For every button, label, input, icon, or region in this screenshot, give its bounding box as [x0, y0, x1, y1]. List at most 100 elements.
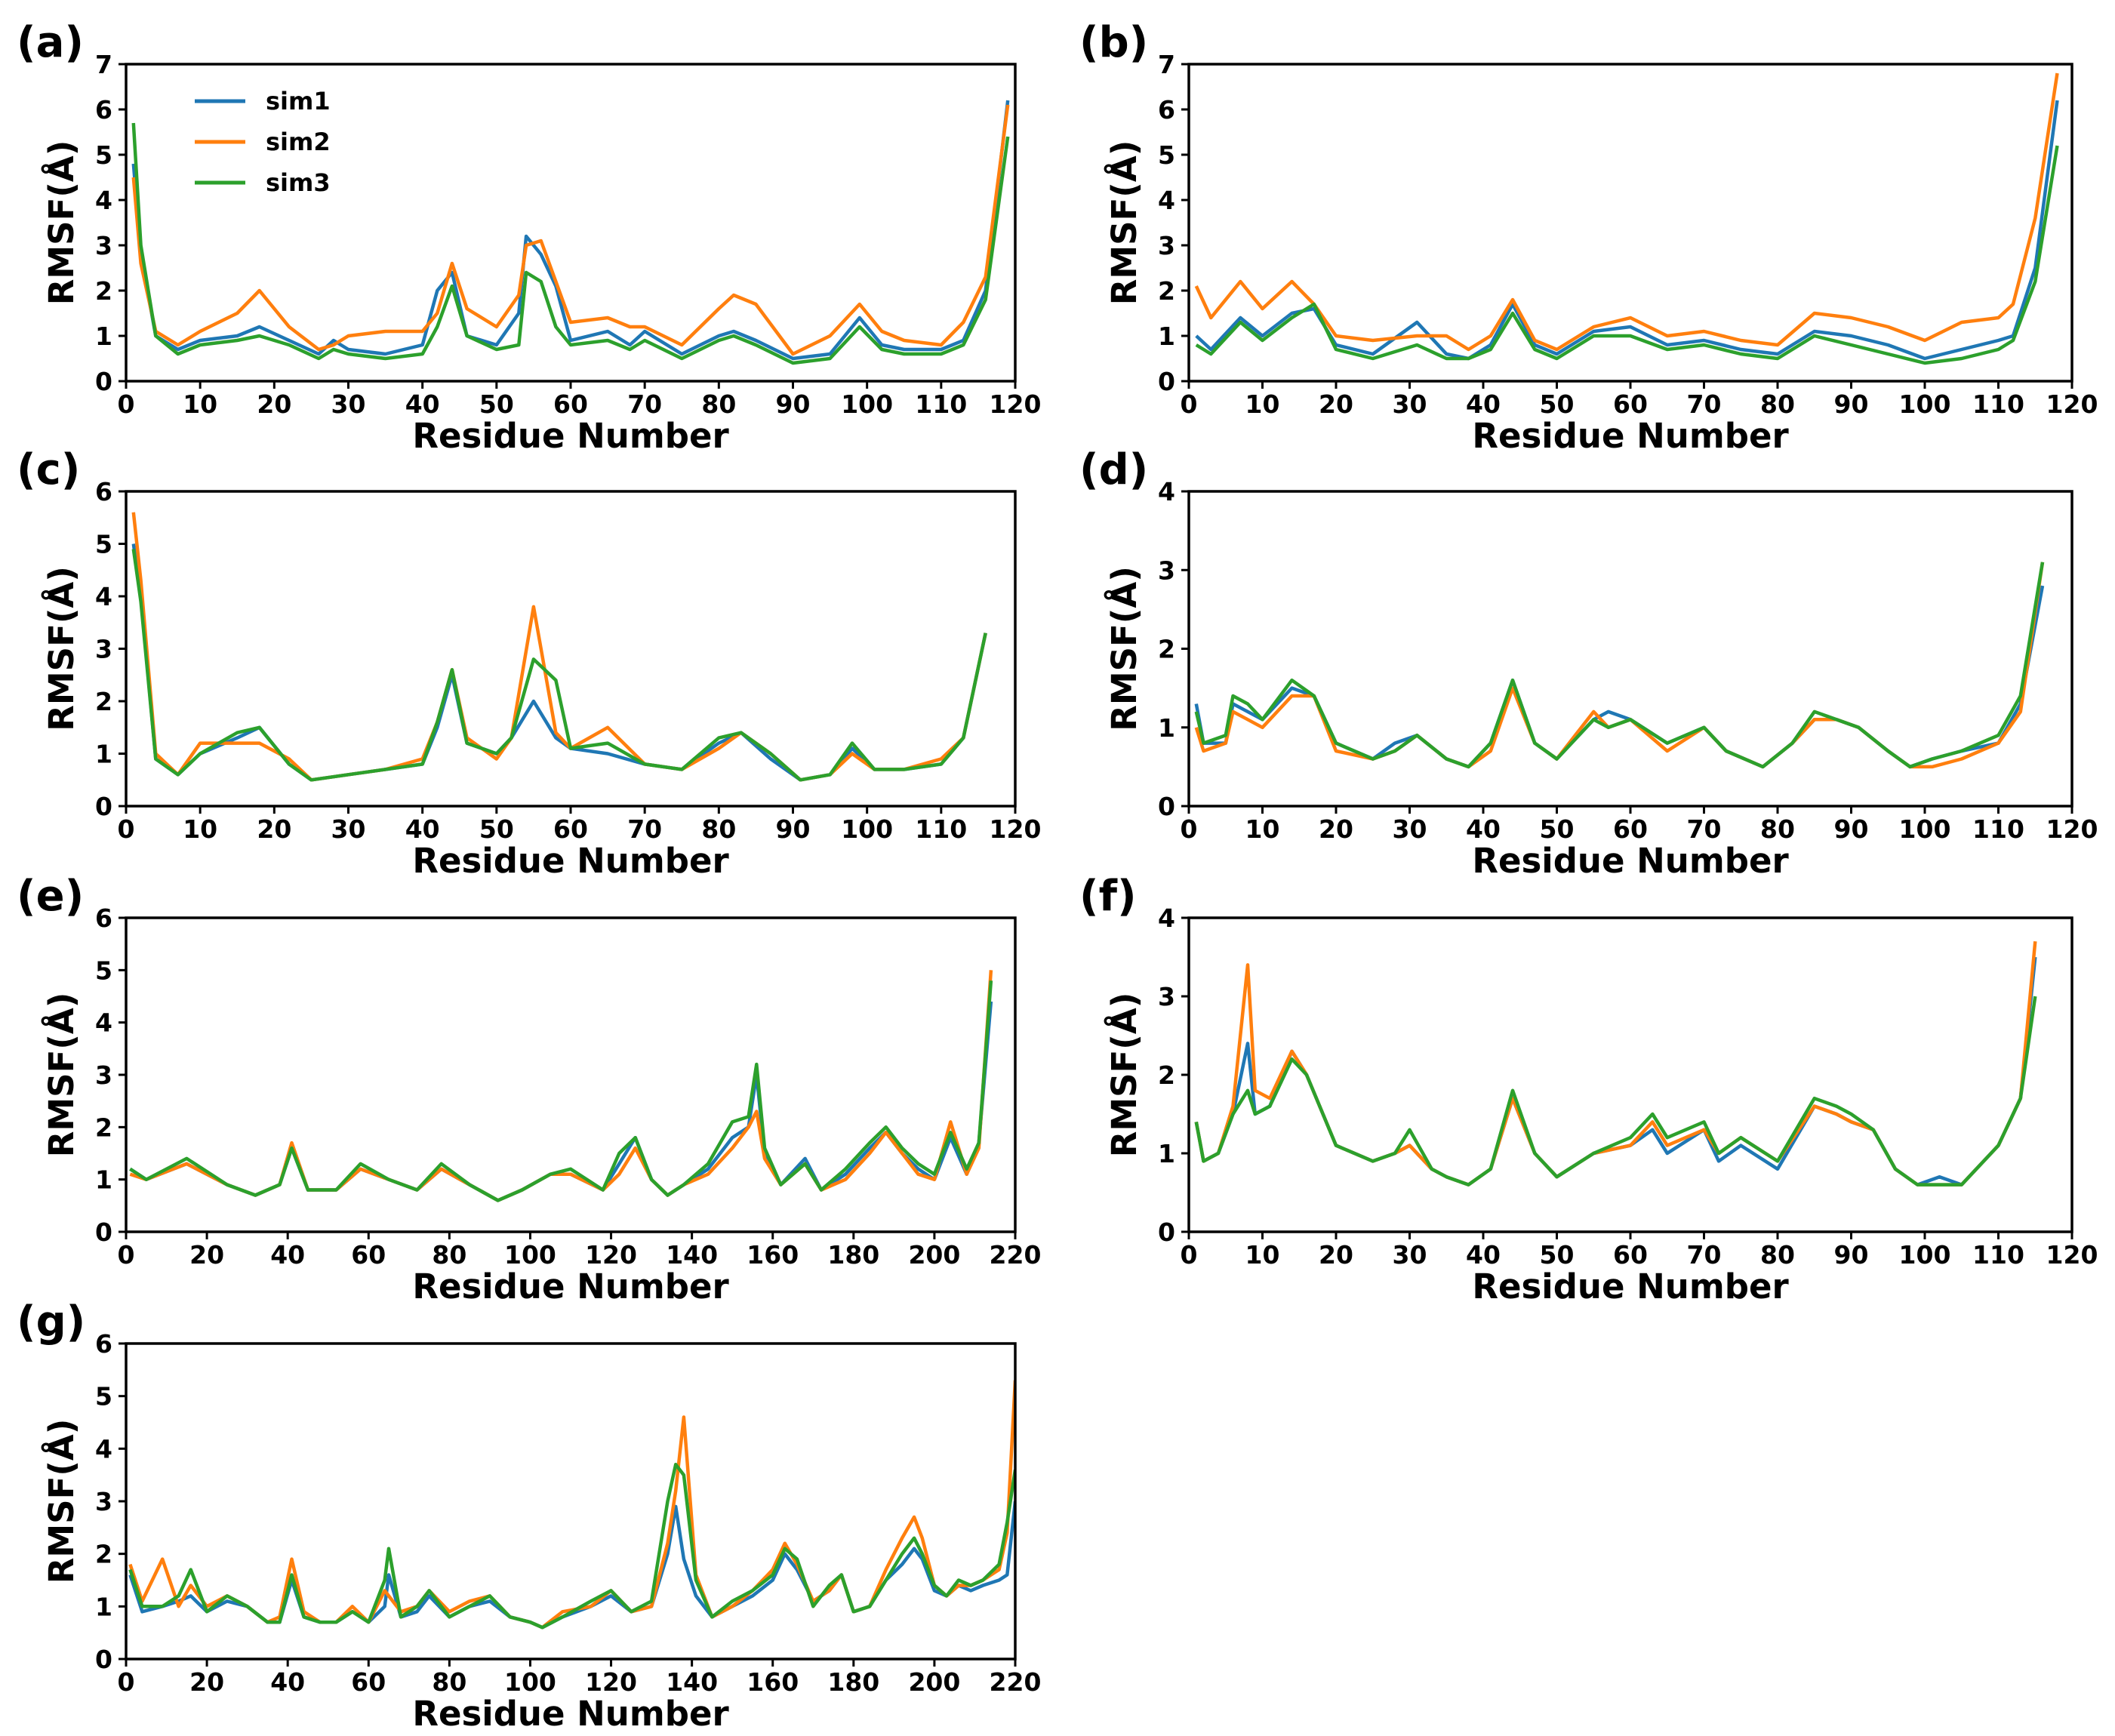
y-axis-title: RMSF(Å) — [42, 566, 82, 731]
plot-frame — [125, 916, 1017, 1233]
y-axis-title: RMSF(Å) — [1104, 140, 1144, 306]
series-line-sim3 — [1194, 996, 2037, 1187]
y-tick-label: 0 — [1158, 792, 1175, 821]
y-tick-label: 0 — [1158, 367, 1175, 396]
x-tick-label: 110 — [915, 389, 967, 419]
x-tick-label: 20 — [1319, 814, 1353, 844]
y-tick-label: 5 — [1158, 140, 1175, 170]
plot-frame — [125, 490, 1017, 808]
x-tick-label: 160 — [747, 1667, 799, 1697]
y-tick-label: 0 — [95, 367, 112, 396]
x-axis-title: Residue Number — [412, 416, 729, 456]
y-tick-label: 3 — [1158, 982, 1175, 1011]
y-axis-title: RMSF(Å) — [42, 140, 82, 306]
y-tick-label: 5 — [95, 140, 112, 170]
x-tick-label: 200 — [908, 1667, 960, 1697]
x-tick-label: 160 — [747, 1240, 799, 1270]
y-tick-label: 1 — [95, 1592, 112, 1621]
x-tick-label: 60 — [1613, 389, 1648, 419]
y-tick-label: 6 — [95, 477, 112, 506]
x-tick-label: 20 — [257, 814, 291, 844]
series-line-sim2 — [131, 104, 1010, 356]
x-tick-label: 60 — [1613, 814, 1648, 844]
x-tick-label: 0 — [1181, 389, 1198, 419]
x-tick-label: 80 — [1760, 389, 1795, 419]
series-line-sim3 — [1194, 562, 2045, 769]
y-tick-label: 1 — [1158, 322, 1175, 351]
x-axis-title: Residue Number — [1472, 416, 1789, 456]
x-tick-label: 10 — [183, 814, 217, 844]
x-tick-label: 70 — [1687, 1240, 1722, 1270]
panel-g: (g) 0 20 40 60 80 100 120 140 160 180 200 220 0 1 2 3 4 5 6… — [17, 1297, 1041, 1734]
y-tick-label: 2 — [1158, 635, 1175, 664]
x-axis-title: Residue Number — [412, 841, 729, 881]
x-tick-label: 80 — [432, 1240, 466, 1270]
x-tick-label: 40 — [270, 1240, 305, 1270]
x-tick-label: 10 — [1245, 389, 1280, 419]
x-axis-title: Residue Number — [1472, 1267, 1789, 1307]
x-tick-label: 90 — [776, 389, 811, 419]
y-tick-label: 3 — [1158, 231, 1175, 260]
panel-label: (b) — [1079, 18, 1148, 67]
x-tick-label: 120 — [585, 1240, 637, 1270]
x-tick-label: 220 — [990, 1240, 1042, 1270]
x-tick-label: 70 — [1687, 814, 1722, 844]
x-tick-label: 110 — [1972, 389, 2024, 419]
x-tick-label: 40 — [405, 814, 440, 844]
x-axis-title: Residue Number — [1472, 841, 1789, 881]
x-tick-label: 30 — [1393, 389, 1427, 419]
x-tick-label: 0 — [1181, 814, 1198, 844]
y-tick-label: 1 — [1158, 1139, 1175, 1168]
series-line-sim3 — [128, 1462, 1015, 1630]
x-tick-label: 100 — [504, 1667, 556, 1697]
y-tick-label: 4 — [95, 1434, 112, 1464]
x-tick-label: 180 — [827, 1667, 879, 1697]
legend-label-sim2: sim2 — [266, 128, 331, 156]
x-tick-label: 50 — [479, 814, 514, 844]
y-tick-label: 2 — [95, 687, 112, 716]
x-tick-label: 120 — [2046, 389, 2098, 419]
panel-label: (d) — [1079, 445, 1148, 494]
y-tick-label: 0 — [95, 792, 112, 821]
legend-label-sim3: sim3 — [266, 168, 331, 197]
legend-label-sim1: sim1 — [266, 87, 331, 115]
y-tick-label: 1 — [95, 322, 112, 351]
y-tick-label: 2 — [1158, 276, 1175, 306]
x-tick-label: 50 — [1540, 814, 1575, 844]
x-tick-label: 180 — [827, 1240, 879, 1270]
x-tick-label: 10 — [183, 389, 217, 419]
x-tick-label: 0 — [118, 1240, 135, 1270]
series-line-sim3 — [1195, 145, 2059, 365]
y-tick-label: 0 — [95, 1217, 112, 1247]
plot-frame — [125, 1342, 1017, 1661]
x-tick-label: 120 — [990, 389, 1042, 419]
x-tick-label: 80 — [701, 389, 736, 419]
x-axis-title: Residue Number — [412, 1267, 729, 1307]
y-tick-label: 2 — [95, 1113, 112, 1142]
x-tick-label: 0 — [118, 389, 135, 419]
y-tick-label: 0 — [95, 1645, 112, 1674]
series-line-sim2 — [1194, 72, 2059, 352]
y-tick-label: 4 — [1158, 903, 1175, 933]
series-line-sim1 — [131, 100, 1010, 361]
x-tick-label: 80 — [701, 814, 736, 844]
series-line-sim1 — [1195, 100, 2059, 361]
x-tick-label: 140 — [666, 1667, 718, 1697]
series-line-sim2 — [1194, 940, 2037, 1187]
panel-b: (b) 0 10 20 30 40 50 60 70 80 90 100 110 120 0 1 2 3 4 5 6 7 R… — [1079, 18, 2098, 456]
y-tick-label: 3 — [95, 1487, 112, 1516]
x-tick-label: 60 — [351, 1240, 386, 1270]
x-tick-label: 10 — [1245, 814, 1280, 844]
y-tick-label: 5 — [95, 956, 112, 985]
y-tick-label: 4 — [1158, 186, 1175, 215]
panel-label: (a) — [17, 18, 84, 67]
x-tick-label: 30 — [1393, 1240, 1427, 1270]
x-tick-label: 20 — [189, 1667, 224, 1697]
plot-frame — [125, 63, 1017, 383]
y-tick-label: 4 — [1158, 477, 1175, 506]
x-tick-label: 40 — [1466, 1240, 1501, 1270]
x-tick-label: 70 — [627, 814, 662, 844]
x-tick-label: 50 — [479, 389, 514, 419]
panel-a: (a) 0 10 20 30 40 50 60 70 80 90 100 110 120 0 1 2 3 4 5 6 7 R… — [17, 18, 1041, 456]
y-tick-label: 5 — [95, 1382, 112, 1411]
